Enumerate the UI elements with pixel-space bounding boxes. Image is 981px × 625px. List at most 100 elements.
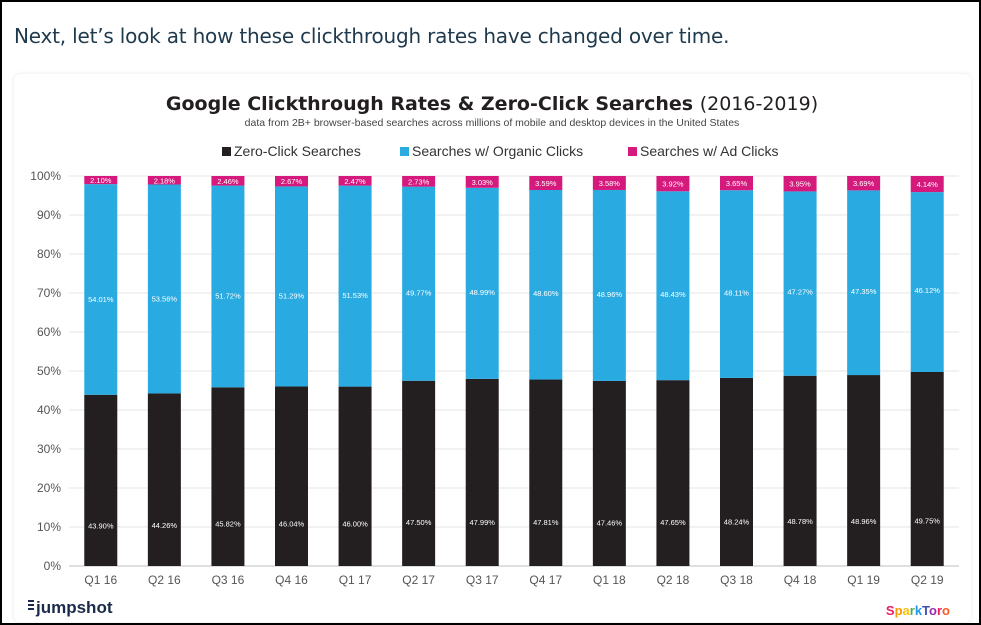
data-label: 3.59%: [535, 179, 557, 188]
y-tick-label: 30%: [37, 442, 61, 456]
jumpshot-logo: jumpshot: [35, 598, 113, 617]
y-tick-label: 20%: [37, 481, 61, 495]
data-label: 3.69%: [853, 179, 875, 188]
bar-3-Q4-16: [275, 176, 308, 187]
data-label: 2.47%: [344, 177, 366, 186]
bar-2-Q1-19: [847, 190, 881, 376]
bar-1-Q4-17: [529, 379, 563, 566]
bar-2-Q3-16: [211, 185, 245, 388]
bar-2-Q4-17: [529, 190, 563, 380]
bar-2-Q2-16: [147, 184, 181, 394]
x-tick-label: Q2 19: [911, 573, 944, 587]
bar-2-Q3-17: [465, 187, 499, 379]
bar-3-Q1-18: [592, 176, 626, 190]
data-label: 2.73%: [408, 177, 430, 186]
sparktoro-letter: k: [915, 603, 923, 618]
data-label: 51.29%: [279, 291, 305, 300]
y-tick-label: 10%: [37, 520, 61, 534]
bar-3-Q2-17: [402, 176, 436, 187]
legend-label-3: Searches w/ Ad Clicks: [640, 143, 779, 159]
data-label: 3.03%: [472, 178, 494, 187]
data-label: 54.01%: [88, 295, 114, 304]
x-tick-label: Q1 18: [593, 573, 626, 587]
data-label: 3.65%: [726, 179, 748, 188]
bar-2-Q1-18: [592, 189, 626, 381]
data-label: 3.58%: [599, 179, 621, 188]
data-label: 48.96%: [597, 290, 623, 299]
data-label: 48.96%: [851, 517, 877, 526]
bar-3-Q1-16: [84, 176, 118, 185]
sparktoro-letter: a: [903, 603, 911, 618]
x-tick-label: Q3 16: [212, 573, 245, 587]
bar-1-Q2-18: [656, 380, 690, 566]
bar-1-Q4-16: [275, 386, 308, 566]
data-label: 47.35%: [851, 287, 877, 296]
x-tick-label: Q2 17: [402, 573, 435, 587]
y-tick-label: 50%: [37, 364, 61, 378]
bar-1-Q1-19: [847, 375, 881, 566]
bar-2-Q4-18: [783, 191, 817, 376]
bar-1-Q1-18: [592, 380, 626, 566]
bar-1-Q1-17: [338, 386, 372, 566]
y-tick-label: 70%: [37, 286, 61, 300]
sparktoro-letter: S: [886, 603, 895, 618]
bar-2-Q2-17: [402, 186, 436, 381]
y-tick-label: 100%: [30, 169, 61, 183]
bar-3-Q4-17: [529, 176, 563, 191]
x-tick-label: Q1 17: [339, 573, 372, 587]
stacked-bar-chart: Google Clickthrough Rates & Zero-Click S…: [28, 93, 959, 618]
sparktoro-letter: o: [942, 603, 950, 618]
data-label: 47.46%: [597, 518, 623, 527]
jumpshot-logo-mark: [28, 600, 34, 602]
data-label: 48.43%: [660, 290, 686, 299]
data-label: 46.00%: [342, 520, 368, 529]
sparktoro-logo: SparkToro: [886, 603, 950, 618]
data-label: 3.95%: [789, 180, 811, 189]
bar-1-Q4-18: [783, 375, 817, 566]
x-tick-label: Q2 16: [148, 573, 181, 587]
data-label: 45.82%: [215, 520, 241, 529]
data-label: 48.78%: [787, 517, 813, 526]
data-label: 51.72%: [215, 292, 241, 301]
data-label: 49.75%: [914, 516, 940, 525]
bar-1-Q2-17: [402, 380, 436, 566]
data-label: 49.77%: [406, 288, 432, 297]
x-tick-label: Q3 18: [720, 573, 753, 587]
data-label: 47.27%: [787, 288, 813, 297]
bar-1-Q3-17: [465, 378, 499, 566]
data-label: 44.26%: [152, 521, 178, 530]
data-label: 51.53%: [342, 291, 368, 300]
chart-title: Google Clickthrough Rates & Zero-Click S…: [166, 93, 818, 115]
chart-title-suffix: (2016-2019): [700, 93, 818, 115]
bar-2-Q1-16: [84, 184, 118, 395]
intro-text: Next, let’s look at how these clickthrou…: [14, 24, 730, 48]
legend-label-1: Zero-Click Searches: [234, 143, 361, 159]
y-tick-label: 60%: [37, 325, 61, 339]
x-tick-label: Q4 16: [275, 573, 308, 587]
x-tick-label: Q1 16: [84, 573, 117, 587]
x-tick-label: Q4 17: [529, 573, 562, 587]
bar-1-Q2-19: [910, 371, 944, 566]
jumpshot-logo-mark: [28, 608, 34, 610]
bar-1-Q3-18: [720, 377, 753, 566]
data-label: 2.10%: [90, 176, 112, 185]
jumpshot-logo-mark: [28, 604, 34, 606]
bar-2-Q4-16: [275, 186, 308, 387]
data-label: 2.18%: [154, 176, 176, 185]
sparktoro-letter: r: [910, 603, 915, 618]
chart-card: Google Clickthrough Rates & Zero-Click S…: [14, 74, 971, 622]
legend-swatch-2: [400, 147, 409, 156]
bar-2-Q2-19: [910, 192, 944, 372]
data-label: 47.81%: [533, 518, 559, 527]
data-label: 3.92%: [662, 180, 684, 189]
x-tick-label: Q4 18: [784, 573, 817, 587]
y-tick-label: 40%: [37, 403, 61, 417]
bar-1-Q3-16: [211, 387, 245, 566]
bar-3-Q3-17: [465, 176, 499, 188]
bar-1-Q1-16: [84, 394, 118, 566]
data-label: 48.11%: [724, 288, 749, 297]
y-tick-label: 90%: [37, 208, 61, 222]
bar-3-Q2-18: [656, 176, 690, 192]
data-label: 48.24%: [724, 518, 750, 527]
bar-3-Q2-19: [910, 176, 944, 193]
